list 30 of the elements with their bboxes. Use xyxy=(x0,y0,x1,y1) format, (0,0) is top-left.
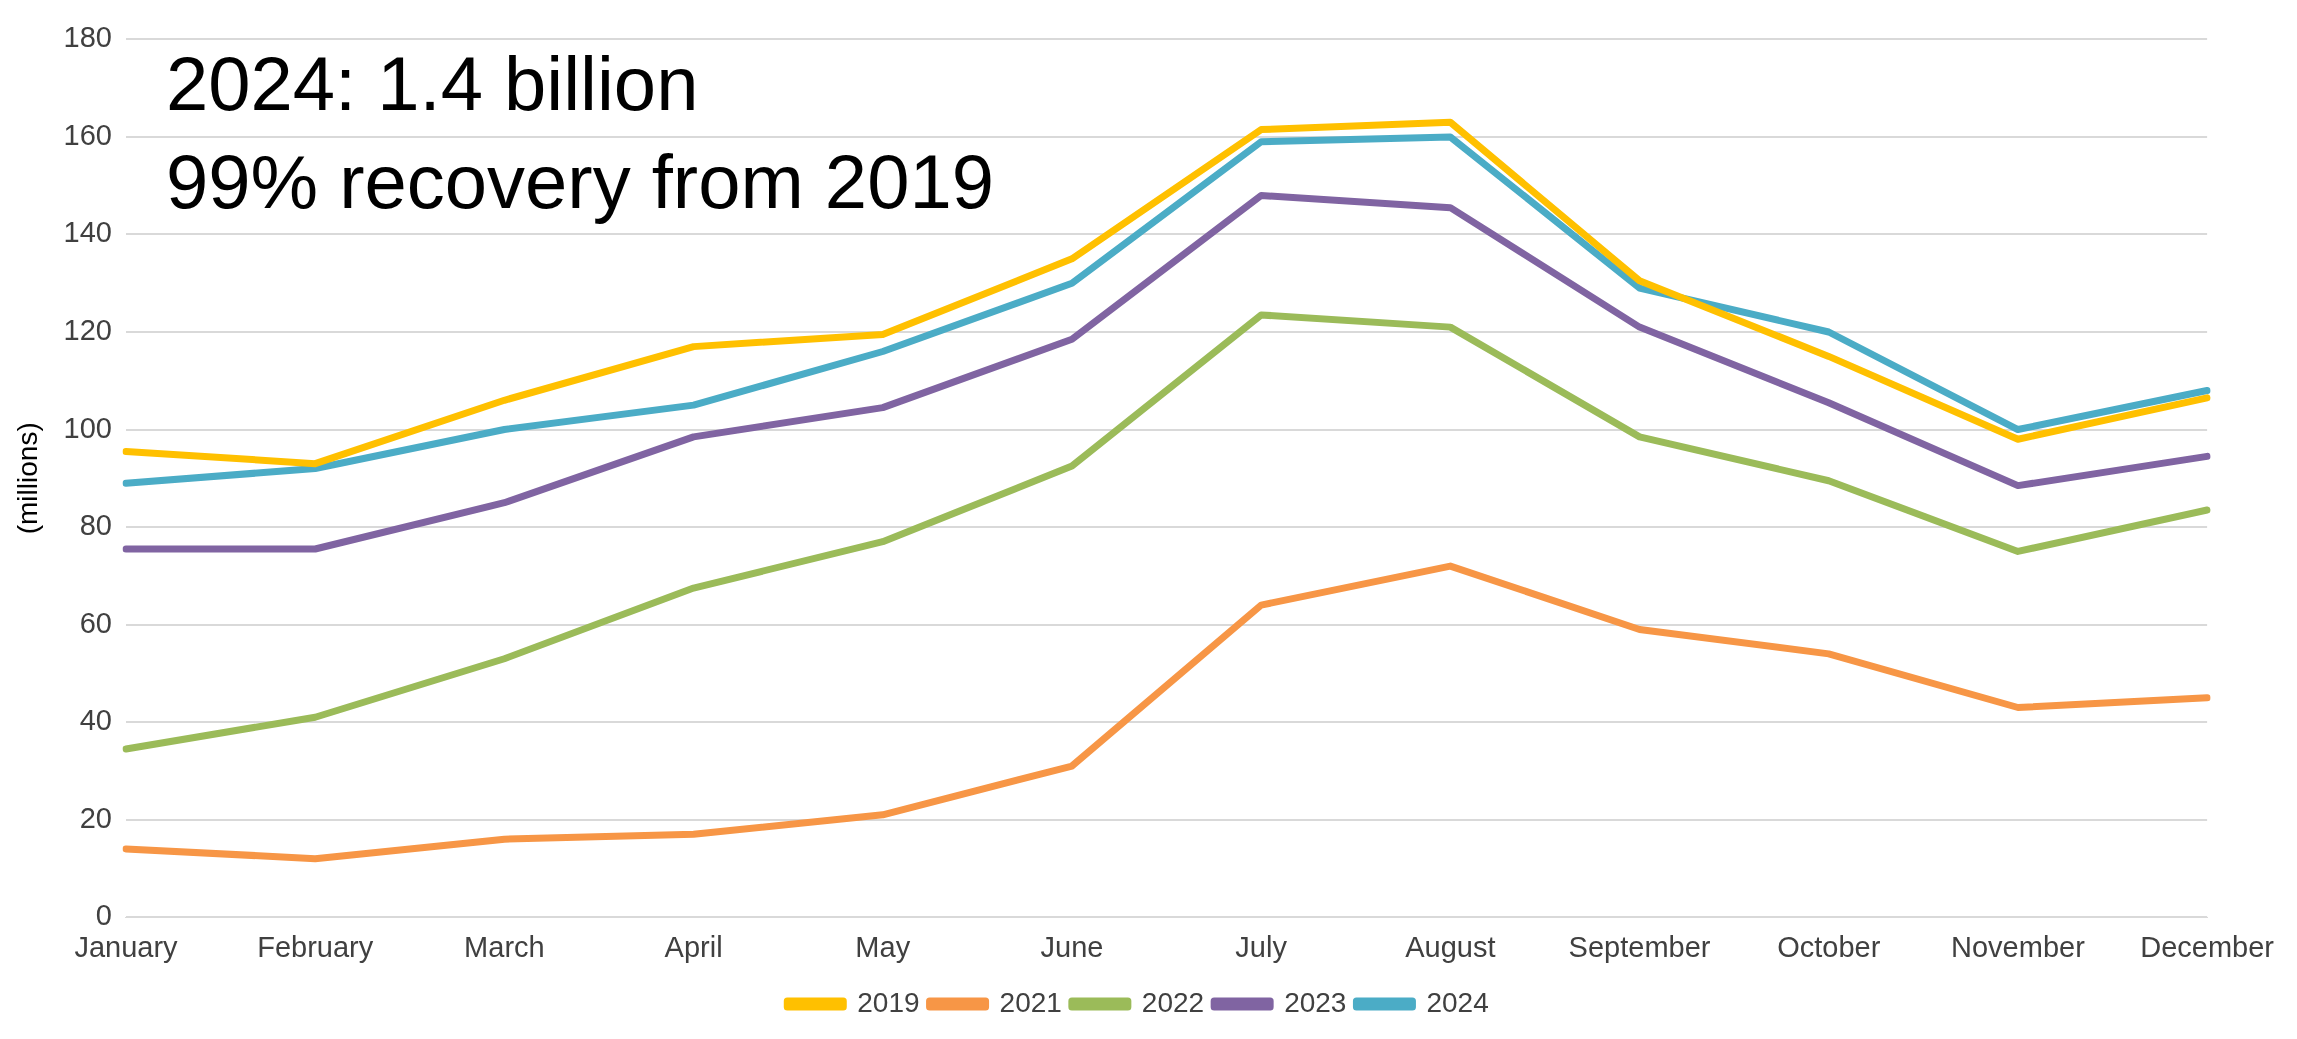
x-tick-label: January xyxy=(74,930,179,963)
y-tick-label: 0 xyxy=(95,899,112,932)
legend-label: 2019 xyxy=(857,986,920,1018)
x-tick-label: April xyxy=(664,930,723,963)
y-tick-label: 40 xyxy=(79,704,112,737)
x-tick-label: November xyxy=(1951,930,2086,963)
x-tick-label: June xyxy=(1040,930,1104,963)
x-tick-label: May xyxy=(855,930,911,963)
legend-label: 2021 xyxy=(999,986,1062,1018)
y-tick-label: 80 xyxy=(79,509,112,542)
x-tick-label: February xyxy=(257,930,374,963)
y-tick-label: 160 xyxy=(63,118,112,151)
legend-label: 2023 xyxy=(1284,986,1347,1018)
annotation: 99% recovery from 2019 xyxy=(165,139,994,225)
annotation: 2024: 1.4 billion xyxy=(165,41,699,127)
legend-label: 2024 xyxy=(1426,986,1489,1018)
y-tick-label: 120 xyxy=(63,314,112,346)
x-tick-label: September xyxy=(1568,930,1711,963)
y-tick-label: 60 xyxy=(79,606,112,639)
x-tick-label: December xyxy=(2140,930,2275,963)
x-tick-label: August xyxy=(1405,930,1496,963)
x-tick-label: October xyxy=(1777,930,1881,963)
y-tick-label: 20 xyxy=(79,801,112,834)
x-tick-label: March xyxy=(464,930,545,963)
y-tick-label: 140 xyxy=(63,216,112,249)
x-tick-label: July xyxy=(1235,930,1288,963)
y-tick-label: 180 xyxy=(63,21,112,54)
legend-label: 2022 xyxy=(1141,986,1205,1018)
y-tick-label: 100 xyxy=(63,411,112,444)
y-axis-title: (millions) xyxy=(11,422,43,535)
